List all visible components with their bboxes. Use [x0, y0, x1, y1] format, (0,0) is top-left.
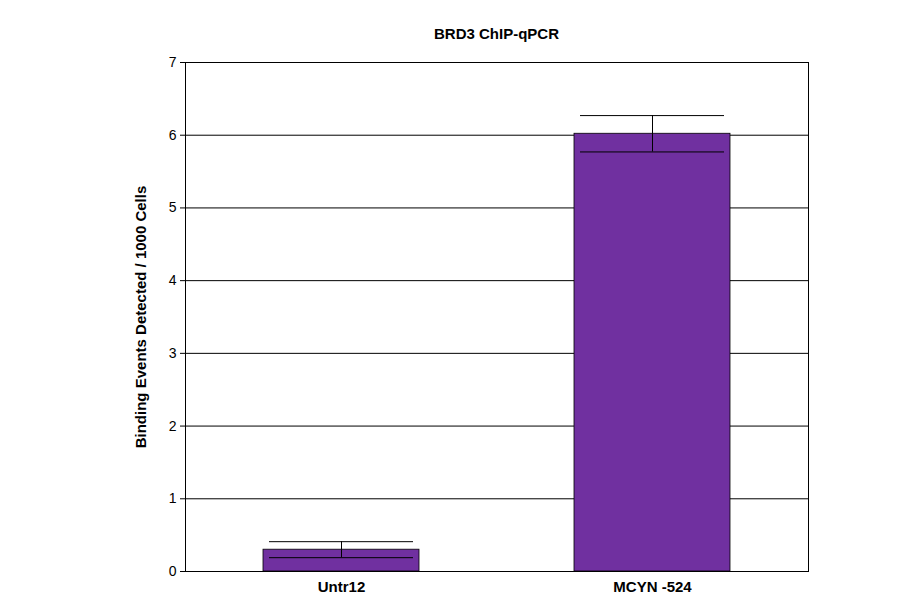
- svg-text:Untr12: Untr12: [318, 578, 366, 595]
- svg-text:4: 4: [169, 272, 177, 288]
- svg-text:7: 7: [169, 54, 177, 70]
- svg-text:0: 0: [169, 563, 177, 579]
- svg-text:1: 1: [169, 490, 177, 506]
- svg-text:3: 3: [169, 345, 177, 361]
- html-text:BRD3 ChIP-qPCR: BRD3 ChIP-qPCR: [434, 25, 559, 42]
- svg-text:2: 2: [169, 418, 177, 434]
- svg-text:Binding Events Detected / 1000: Binding Events Detected / 1000 Cells: [132, 186, 149, 449]
- svg-text:MCYN -524: MCYN -524: [613, 578, 692, 595]
- svg-text:6: 6: [169, 127, 177, 143]
- svg-text:5: 5: [169, 199, 177, 215]
